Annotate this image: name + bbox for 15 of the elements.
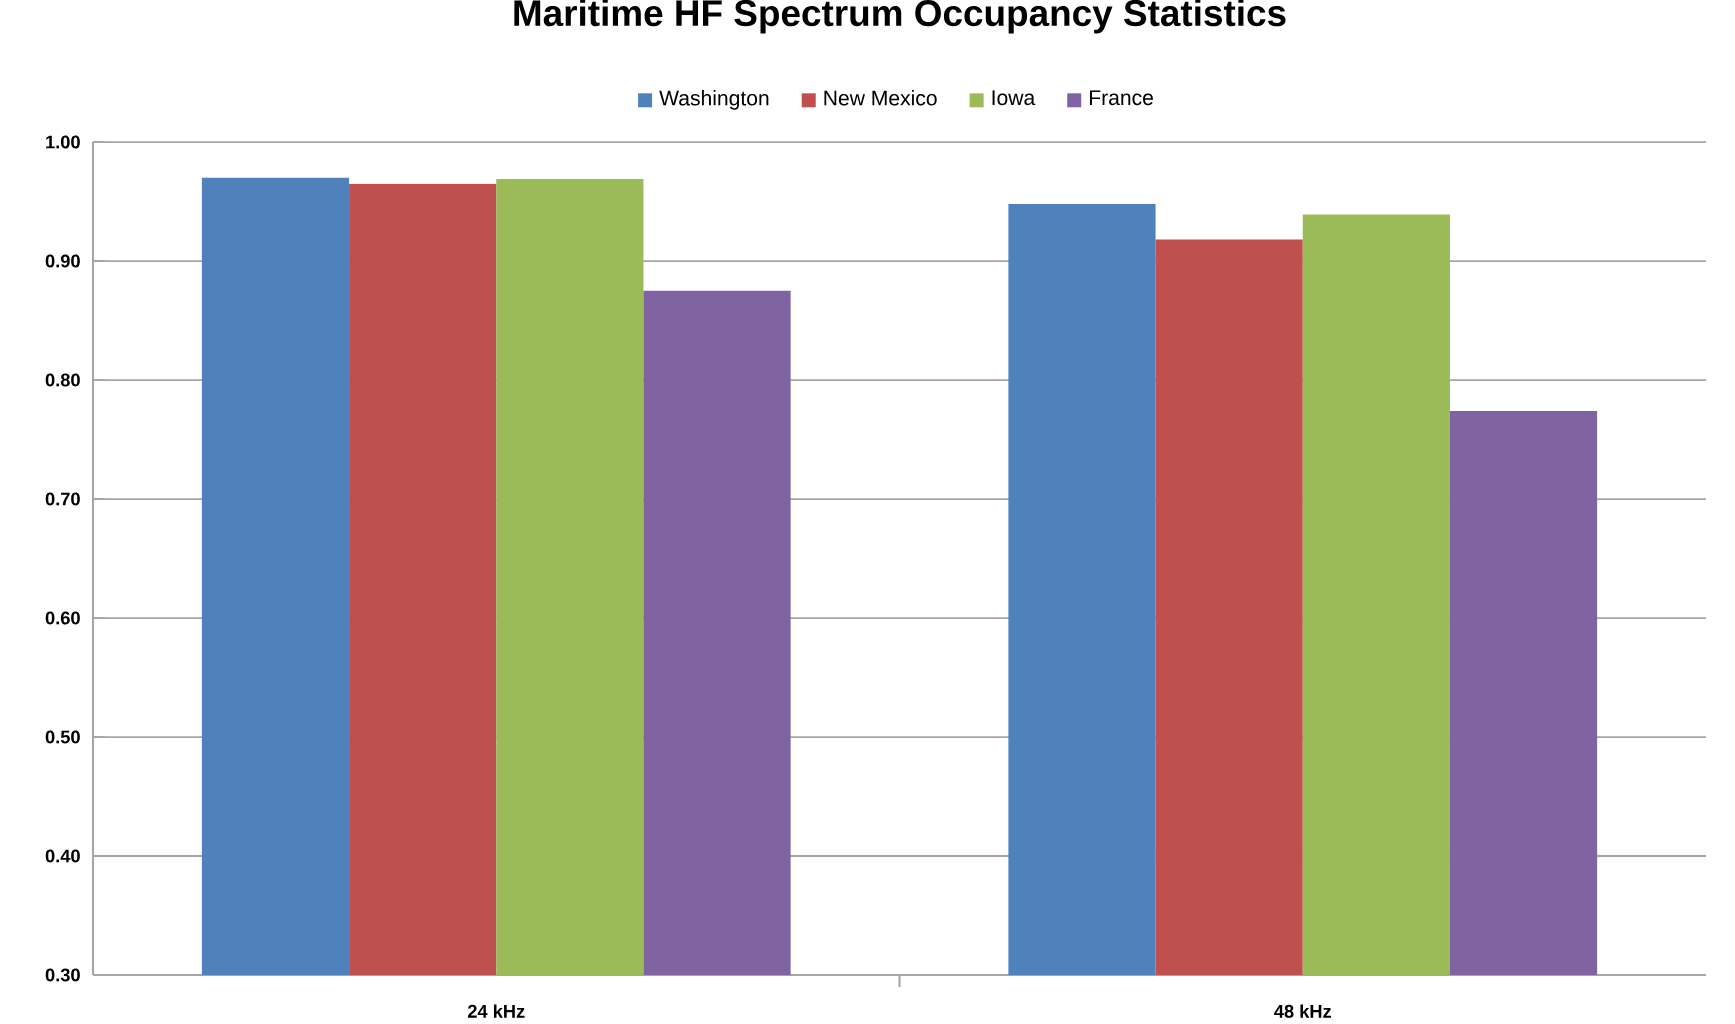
y-tick-label: 0.60 [45, 611, 80, 625]
y-tick-label: 0.30 [45, 968, 80, 982]
y-tick-label: 0.80 [45, 373, 80, 387]
x-tick-label: 48 kHz [1274, 1004, 1332, 1018]
legend-label: New Mexico [824, 90, 937, 106]
y-tick-label: 0.70 [45, 492, 80, 506]
y-tick-label: 1.00 [46, 135, 80, 149]
y-tick-label: 0.50 [45, 730, 80, 744]
legend-label: France [1089, 90, 1153, 106]
legend-label: Iowa [992, 90, 1036, 106]
chart-title: Maritime HF Spectrum Occupancy Statistics [514, 0, 1286, 34]
legend-label: Washington [659, 90, 769, 110]
y-tick-label: 0.90 [45, 254, 80, 268]
y-tick-label: 0.40 [45, 849, 80, 863]
x-tick-label: 24 kHz [467, 1004, 525, 1018]
